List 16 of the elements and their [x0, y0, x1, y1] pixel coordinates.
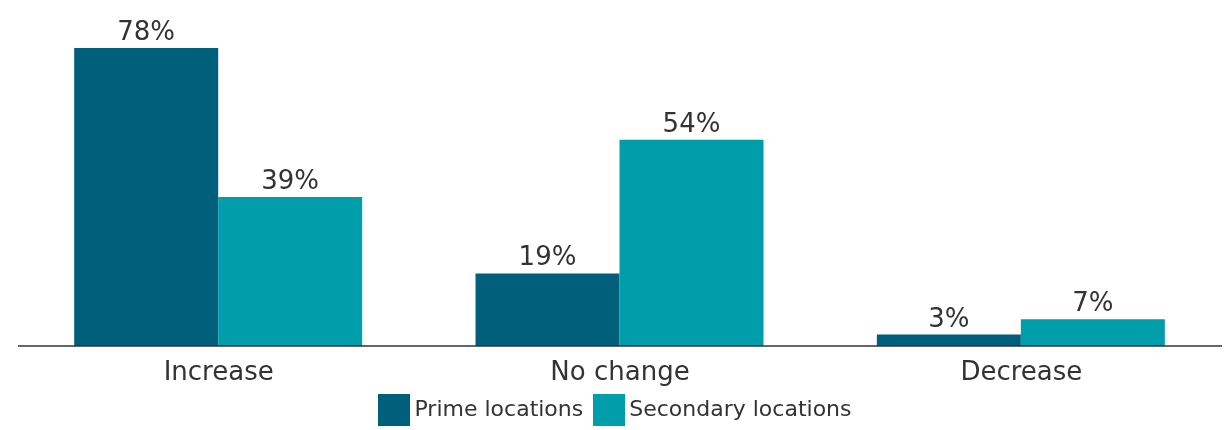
x-tick-label: No change: [550, 356, 690, 387]
x-tick-label: Decrease: [960, 356, 1083, 387]
bar: [218, 197, 363, 346]
data-label: 19%: [518, 241, 577, 272]
data-label: 39%: [261, 165, 320, 195]
legend-label: Prime locations: [414, 396, 584, 421]
data-label: 7%: [1072, 287, 1114, 318]
x-tick-label: Increase: [163, 356, 274, 387]
bar: [475, 273, 620, 346]
data-label: 3%: [928, 302, 970, 333]
bar: [619, 139, 764, 346]
bar: [74, 48, 219, 346]
bar: [1020, 319, 1165, 346]
data-label: 54%: [662, 107, 721, 138]
legend-label: Secondary locations: [629, 396, 852, 421]
data-label: 78%: [117, 16, 176, 46]
